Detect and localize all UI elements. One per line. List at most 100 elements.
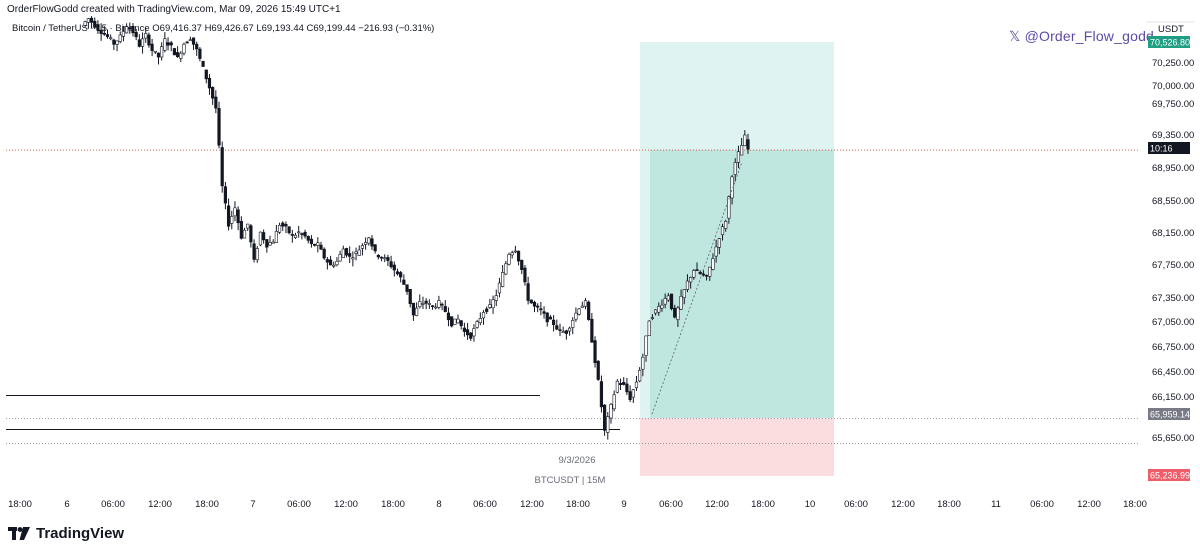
symbol-info-line: Bitcoin / TetherUS · 15 · Binance O69,41… bbox=[12, 23, 435, 34]
candle-body bbox=[587, 301, 591, 320]
candle-body bbox=[328, 259, 333, 266]
candle-body bbox=[462, 327, 466, 332]
candle-body bbox=[653, 309, 658, 314]
candle-body bbox=[147, 34, 151, 46]
candle-body bbox=[497, 282, 502, 294]
candle-body bbox=[172, 48, 177, 56]
candle-body bbox=[666, 295, 670, 301]
entry-price-badge: 65,959.14 bbox=[1150, 410, 1190, 420]
candle-body bbox=[481, 312, 486, 319]
candle-body bbox=[188, 39, 192, 42]
candle-body bbox=[507, 254, 511, 265]
x-axis-tick-label: 18:00 bbox=[195, 499, 219, 510]
candle-body bbox=[395, 271, 400, 275]
candle-body bbox=[179, 52, 183, 59]
candle-body bbox=[408, 289, 412, 305]
candle-body bbox=[332, 264, 336, 267]
candle-body bbox=[160, 46, 164, 58]
candle-body bbox=[615, 380, 619, 393]
x-axis-tick-label: 8 bbox=[436, 499, 441, 510]
candle-body bbox=[166, 42, 170, 46]
candle-body bbox=[698, 271, 702, 274]
candle-body bbox=[450, 316, 454, 327]
candle-body bbox=[485, 308, 489, 312]
candle-body bbox=[571, 320, 575, 328]
candle-body bbox=[695, 269, 699, 271]
candle-body bbox=[265, 239, 269, 248]
candle-body bbox=[536, 305, 540, 308]
candle-body bbox=[440, 303, 444, 306]
candle-body bbox=[262, 232, 266, 241]
candle-body bbox=[252, 243, 256, 260]
candle-body bbox=[319, 244, 323, 250]
candle-body bbox=[322, 248, 326, 259]
candle-body bbox=[112, 39, 116, 45]
candle-body bbox=[733, 162, 737, 175]
candle-body bbox=[532, 301, 537, 307]
x-axis-tick-label: 12:00 bbox=[705, 499, 729, 510]
y-axis-tick-label: 66,750.00 bbox=[1152, 342, 1194, 353]
target-price-badge: 70,526.80 bbox=[1150, 38, 1190, 48]
candle-body bbox=[631, 389, 635, 398]
candle-body bbox=[348, 253, 352, 257]
y-axis-tick-label: 69,350.00 bbox=[1152, 130, 1194, 141]
candle-body bbox=[121, 31, 126, 37]
candle-body bbox=[357, 249, 361, 256]
y-axis-tick-label: 65,650.00 bbox=[1152, 433, 1194, 444]
candle-body bbox=[370, 238, 374, 247]
candle-body bbox=[542, 311, 546, 314]
y-axis-tick-label: 69,750.00 bbox=[1152, 99, 1194, 110]
candle-body bbox=[618, 383, 623, 385]
candle-body bbox=[526, 283, 530, 301]
candle-body bbox=[545, 312, 549, 323]
candle-body bbox=[641, 356, 645, 370]
y-axis-tick-label: 66,150.00 bbox=[1152, 392, 1194, 403]
candle-body bbox=[367, 237, 371, 244]
candle-body bbox=[105, 34, 110, 37]
x-axis-tick-label: 06:00 bbox=[659, 499, 683, 510]
candle-body bbox=[660, 304, 664, 309]
candle-body bbox=[421, 303, 425, 305]
x-axis-tick-label: 12:00 bbox=[1077, 499, 1101, 510]
candle-body bbox=[399, 272, 403, 278]
candle-body bbox=[437, 300, 441, 308]
candle-body bbox=[418, 301, 422, 308]
candle-body bbox=[169, 42, 173, 46]
candle-body bbox=[134, 31, 138, 38]
candle-body bbox=[501, 272, 505, 287]
candle-body bbox=[277, 224, 282, 233]
x-axis-tick-label: 18:00 bbox=[937, 499, 961, 510]
candle-body bbox=[596, 360, 600, 380]
candle-body bbox=[156, 52, 161, 58]
candle-body bbox=[516, 250, 521, 262]
candle-body bbox=[163, 38, 167, 51]
candle-body bbox=[89, 17, 94, 23]
candle-body bbox=[494, 295, 498, 301]
candle-body bbox=[580, 305, 584, 308]
candle-body bbox=[590, 318, 594, 343]
x-axis-tick-label: 06:00 bbox=[101, 499, 125, 510]
candle-body bbox=[513, 250, 517, 253]
x-axis-tick-label: 12:00 bbox=[148, 499, 172, 510]
candle-body bbox=[195, 43, 199, 50]
candle-body bbox=[414, 307, 419, 316]
candle-body bbox=[204, 69, 208, 80]
candle-body bbox=[740, 145, 744, 156]
candle-body bbox=[281, 222, 285, 227]
candle-body bbox=[708, 266, 712, 277]
candle-body bbox=[434, 306, 438, 309]
candle-body bbox=[548, 316, 553, 320]
candle-body bbox=[214, 96, 218, 109]
candle-body bbox=[242, 229, 247, 239]
x-axis-tick-label: 18:00 bbox=[751, 499, 775, 510]
x-axis-tick-label: 06:00 bbox=[287, 499, 311, 510]
candle-body bbox=[364, 242, 368, 245]
countdown-badge: 10:16 bbox=[1150, 144, 1173, 154]
x-axis-tick-label: 9 bbox=[621, 499, 626, 510]
date-annotation: 9/3/2026 bbox=[559, 455, 596, 466]
candle-body bbox=[128, 27, 132, 30]
x-axis-tick-label: 06:00 bbox=[844, 499, 868, 510]
candle-body bbox=[306, 235, 310, 241]
candle-body bbox=[717, 238, 721, 248]
